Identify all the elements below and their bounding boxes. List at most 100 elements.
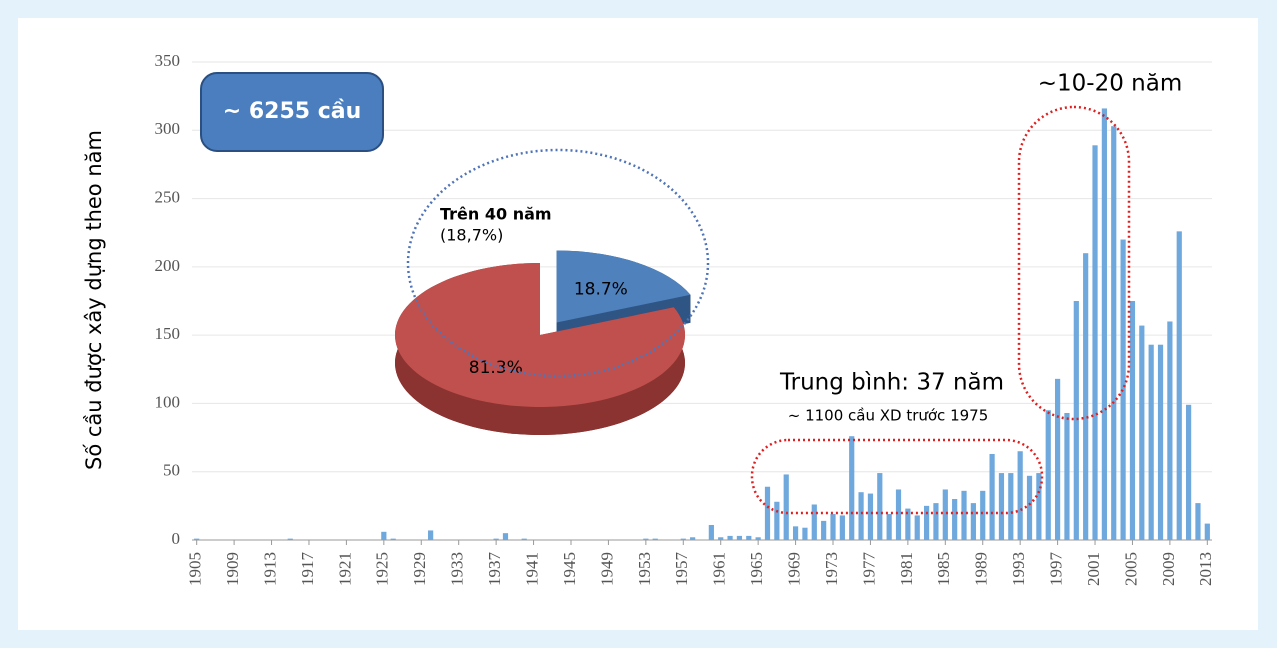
bar <box>914 515 920 540</box>
bar <box>755 537 761 540</box>
bar <box>1204 523 1210 540</box>
bar <box>849 436 855 540</box>
x-tick-label: 1989 <box>972 552 991 586</box>
bar <box>783 474 789 540</box>
y-tick-label: 300 <box>155 119 181 138</box>
x-tick-label: 1925 <box>373 552 392 586</box>
bar <box>1101 108 1107 540</box>
pie-label: 81.3% <box>469 358 523 378</box>
pie-slice <box>395 263 685 407</box>
bar <box>1129 301 1136 540</box>
bar <box>1017 451 1023 540</box>
y-axis-label: Số cầu được xây dựng theo năm <box>82 130 106 470</box>
highlight-ellipse <box>406 148 710 378</box>
x-tick-label: 1981 <box>897 552 916 586</box>
bar <box>1026 475 1033 540</box>
total-box <box>200 72 384 152</box>
bar <box>746 535 752 540</box>
x-tick-label: 1973 <box>822 552 841 586</box>
x-tick-label: 1961 <box>710 552 729 586</box>
x-tick-label: 1985 <box>934 552 953 586</box>
bar <box>886 514 892 540</box>
bar <box>194 538 200 540</box>
x-tick-label: 1905 <box>186 552 205 586</box>
bar <box>1139 325 1145 540</box>
x-tick-label: 1997 <box>1047 552 1066 587</box>
x-tick-label: 1917 <box>298 552 317 587</box>
pie: 18.7% 81.3% <box>394 250 691 435</box>
bar <box>1176 231 1182 540</box>
bar <box>690 537 696 540</box>
bar <box>802 527 808 540</box>
total-label: ~ 6255 cầu <box>223 99 362 124</box>
bar <box>381 531 387 540</box>
x-tick-label: 1921 <box>335 552 354 586</box>
pie-annotation: (18,7%) <box>440 226 503 245</box>
bar <box>970 503 976 540</box>
bar <box>1008 473 1014 540</box>
bar <box>727 535 733 540</box>
x-tick-label: 1933 <box>448 552 467 586</box>
y-tick-label: 350 <box>155 51 181 70</box>
bar <box>1186 404 1192 540</box>
highlight-box <box>1017 105 1131 421</box>
pie-slice <box>556 250 691 323</box>
bar <box>1064 412 1070 540</box>
pie-label: 18.7% <box>574 280 628 300</box>
x-tick-label: 1965 <box>747 552 766 586</box>
bar <box>643 538 649 540</box>
bar <box>287 538 293 540</box>
x-tick-label: 1949 <box>597 552 616 586</box>
bar <box>718 537 724 540</box>
bar <box>428 530 434 540</box>
bar <box>774 501 780 540</box>
x-tick-label: 1957 <box>672 552 691 587</box>
bar <box>811 504 817 540</box>
bar <box>708 524 714 540</box>
bar <box>736 535 743 540</box>
y-tick-label: 100 <box>155 392 181 411</box>
x-tick-label: 1913 <box>260 552 279 586</box>
annotation: Trung bình: 37 năm <box>779 370 1004 396</box>
bar <box>989 453 995 540</box>
bar <box>1045 410 1051 540</box>
y-tick-label: 200 <box>155 256 181 275</box>
bar <box>998 473 1005 540</box>
bar <box>390 538 396 540</box>
bar <box>521 538 527 540</box>
bar <box>821 520 827 540</box>
x-tick-label: 1929 <box>410 552 429 586</box>
bar <box>1167 321 1173 540</box>
annotation: ~10-20 năm <box>1038 71 1183 97</box>
y-tick-label: 0 <box>172 529 181 548</box>
bar <box>764 486 771 540</box>
bar <box>858 492 864 540</box>
x-tick-label: 1937 <box>485 552 504 587</box>
y-tick-label: 150 <box>155 324 181 343</box>
bar <box>502 533 509 540</box>
bar <box>1111 126 1117 540</box>
bar <box>1054 378 1061 540</box>
x-tick-label: 1953 <box>635 552 654 586</box>
bar <box>923 505 930 540</box>
bar <box>1083 253 1089 540</box>
bar <box>839 515 845 540</box>
x-tick-label: 1993 <box>1009 552 1028 586</box>
pie-annotation: Trên 40 năm <box>440 205 552 224</box>
bar <box>493 538 499 540</box>
bar <box>1195 503 1201 540</box>
bar <box>933 503 939 540</box>
bar <box>1148 344 1154 540</box>
plot: 0 50 100 150 200 250 300 350 1905 1909 1913 1917 192… <box>155 51 1216 586</box>
x-tick-label: 2013 <box>1196 552 1215 586</box>
bar <box>792 526 799 540</box>
x-tick-label: 2009 <box>1159 552 1178 586</box>
bar <box>867 493 874 540</box>
highlight-box <box>750 438 1044 515</box>
bar <box>980 490 986 540</box>
bar <box>895 489 902 540</box>
y-tick-label: 250 <box>155 187 181 206</box>
y-tick-label: 50 <box>163 461 180 480</box>
